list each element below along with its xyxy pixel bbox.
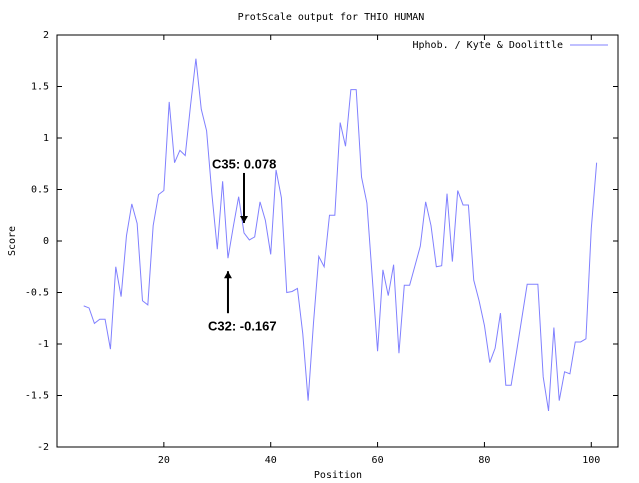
annotation-arrowhead	[240, 215, 248, 223]
x-tick-label: 20	[158, 455, 170, 466]
x-tick-label: 80	[478, 455, 490, 466]
annotation: C35: 0.078	[212, 156, 276, 171]
chart-title: ProtScale output for THIO HUMAN	[238, 12, 425, 23]
x-tick-label: 100	[582, 455, 600, 466]
y-tick-label: -1.5	[25, 391, 49, 402]
y-tick-label: -1	[37, 339, 49, 350]
plot-frame	[56, 34, 619, 448]
annotation: C32: -0.167	[208, 319, 277, 334]
y-tick-label: 0.5	[31, 185, 49, 196]
y-tick-label: 0	[43, 236, 49, 247]
y-tick-label: 1	[43, 133, 49, 144]
y-tick-label: -2	[37, 442, 49, 453]
x-tick-label: 60	[372, 455, 384, 466]
y-tick-label: -0.5	[25, 288, 49, 299]
y-tick-label: 1.5	[31, 82, 49, 93]
y-axis-label: Score	[7, 226, 18, 256]
x-axis-label: Position	[314, 470, 362, 481]
legend-label: Hphob. / Kyte & Doolittle	[412, 40, 563, 51]
x-tick-label: 40	[265, 455, 277, 466]
y-tick-label: 2	[43, 30, 49, 41]
line	[83, 58, 598, 412]
annotation-arrowhead	[223, 271, 232, 279]
